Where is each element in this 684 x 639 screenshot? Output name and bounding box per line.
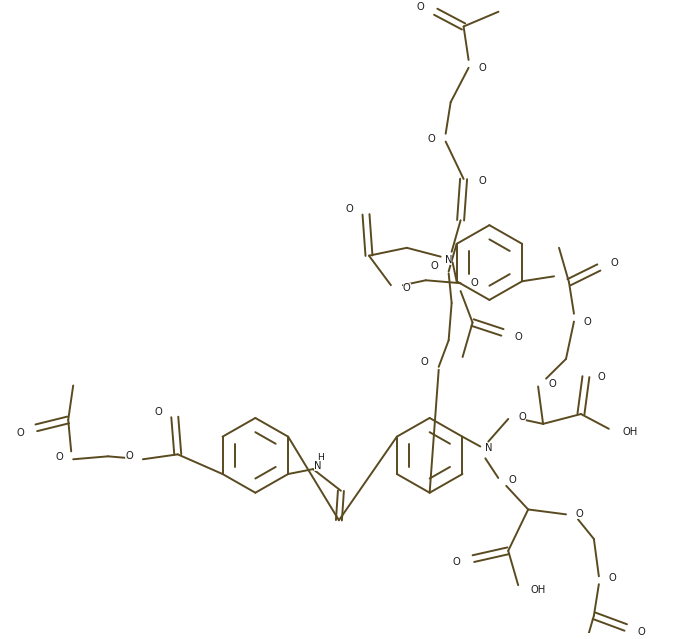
Text: O: O [598,372,605,381]
Text: O: O [479,63,486,73]
Text: O: O [154,407,162,417]
Text: O: O [611,258,618,268]
Text: O: O [453,557,460,567]
Text: N: N [314,461,321,471]
Text: O: O [508,475,516,485]
Text: N: N [486,443,493,454]
Text: OH: OH [622,427,638,436]
Text: O: O [514,332,522,343]
Text: N: N [445,254,452,265]
Text: O: O [518,412,526,422]
Text: O: O [403,283,410,293]
Text: O: O [125,451,133,461]
Text: O: O [431,261,438,270]
Text: O: O [345,204,353,215]
Text: O: O [548,378,556,389]
Text: O: O [637,627,646,637]
Text: O: O [421,357,429,367]
Text: O: O [584,316,592,327]
Text: O: O [55,452,63,462]
Text: OH: OH [530,585,545,595]
Text: O: O [479,176,486,186]
Text: O: O [416,2,424,12]
Text: O: O [576,509,583,520]
Text: O: O [428,134,436,144]
Text: O: O [471,278,478,288]
Text: O: O [16,427,25,438]
Text: O: O [609,573,616,583]
Text: H: H [317,453,324,462]
